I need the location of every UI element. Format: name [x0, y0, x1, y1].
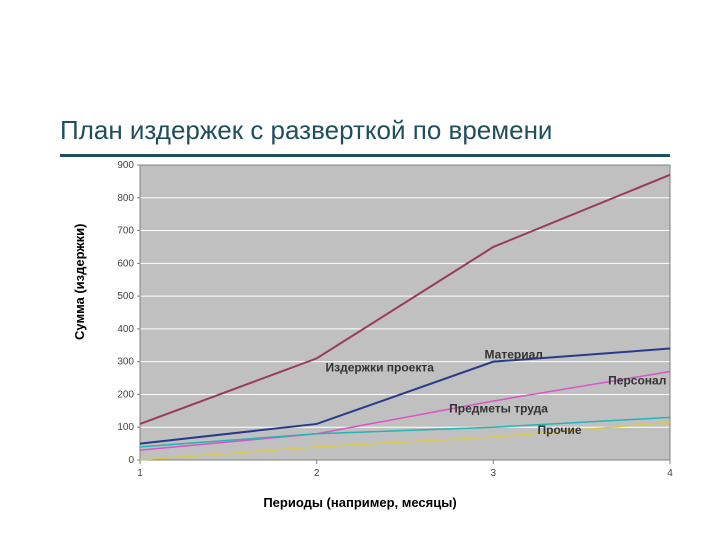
y-tick: 100	[117, 422, 134, 433]
y-tick: 200	[117, 389, 134, 400]
series-label: Издержки проекта	[326, 361, 435, 375]
y-tick: 600	[117, 258, 134, 269]
y-axis-label: Сумма (издержки)	[72, 224, 87, 340]
cost-chart: 0 100 200 300 400 500 600 700 800 900 1 2 3 4 Издержки…	[100, 160, 680, 520]
y-tick: 900	[117, 160, 134, 171]
y-tick: 500	[117, 291, 134, 302]
slide-title: План издержек с разверткой по времени	[60, 115, 552, 146]
y-tick: 800	[117, 193, 134, 204]
chart-svg: 0 100 200 300 400 500 600 700 800 900 1 2 3 4 Издержки…	[100, 160, 680, 490]
series-label: Прочие	[538, 423, 582, 437]
x-tick: 4	[667, 468, 673, 479]
x-axis-label: Периоды (например, месяцы)	[0, 495, 720, 510]
y-tick: 0	[128, 455, 134, 466]
y-tick: 700	[117, 226, 134, 237]
series-label: Предметы труда	[449, 401, 548, 415]
title-underline	[60, 154, 670, 157]
x-tick: 2	[314, 468, 320, 479]
x-tick: 1	[137, 468, 143, 479]
y-tick: 400	[117, 324, 134, 335]
y-tick: 300	[117, 357, 134, 368]
series-label: Материал	[485, 347, 543, 361]
x-tick: 3	[491, 468, 497, 479]
series-label: Персонал	[608, 374, 666, 388]
plot-area	[140, 165, 670, 460]
